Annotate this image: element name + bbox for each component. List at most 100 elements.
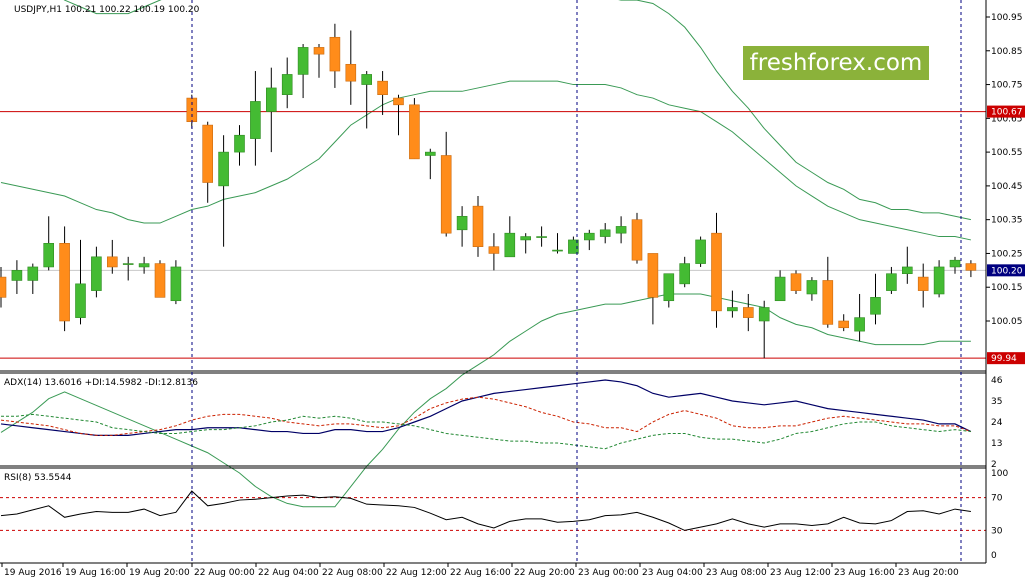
bull-candle (901, 266, 913, 275)
bollinger-middle-line (0, 80, 972, 241)
price-tick-label: 100.75 (991, 81, 1023, 91)
time-tick-label: 19 Aug 20:00 (129, 568, 190, 578)
time-tick-label: 22 Aug 16:00 (450, 568, 511, 578)
resistance-price-tag-bg (987, 105, 1025, 118)
bull-candle (27, 266, 39, 281)
time-tick-label: 23 Aug 20:00 (898, 568, 959, 578)
bear-candle (631, 219, 643, 261)
bear-candle (313, 47, 325, 55)
bear-candle (790, 273, 802, 291)
adx-header: ADX(14) 13.6016 +DI:14.5982 -DI:12.8136 (4, 378, 198, 388)
bear-candle (711, 232, 722, 312)
bull-candle (520, 236, 532, 241)
rsi-tick-label: 70 (991, 494, 1003, 504)
bull-candle (615, 226, 627, 234)
resistance-price-tag: 100.67 (991, 108, 1023, 118)
rsi-panel (0, 490, 986, 531)
price-panel (0, 0, 986, 508)
bull-candle (11, 270, 23, 281)
bull-candle (456, 215, 468, 231)
support-price-tag: 99.94 (991, 354, 1017, 364)
bull-candle (218, 151, 229, 187)
price-tick-label: 100.95 (991, 13, 1023, 23)
price-tick-label: 100.25 (991, 249, 1023, 259)
bull-candle (758, 307, 770, 322)
price-tick-label: 100.65 (991, 114, 1023, 124)
bear-candle (377, 80, 388, 95)
bear-candle (647, 253, 659, 298)
bear-candle (488, 246, 500, 254)
adx-tick-label: 24 (991, 418, 1003, 428)
bull-candle (504, 232, 516, 258)
bull-candle (695, 239, 706, 264)
price-tick-label: 100.55 (991, 148, 1023, 158)
adx-series-ADX (0, 379, 972, 436)
bear-candle (472, 205, 484, 247)
time-tick-label: 22 Aug 08:00 (322, 568, 383, 578)
time-tick-label: 22 Aug 12:00 (386, 568, 447, 578)
bull-candle (949, 259, 961, 268)
bear-candle (0, 276, 7, 298)
price-tick-label: 100.05 (991, 317, 1023, 327)
bull-candle (281, 74, 293, 95)
bull-candle (568, 239, 579, 254)
bollinger-lower-line (0, 293, 971, 508)
rsi-line (0, 490, 971, 531)
support-price-tag-bg (987, 352, 1025, 365)
price-tick-label: 100.85 (991, 47, 1023, 57)
bull-candle (854, 317, 865, 332)
adx-series-plusminus-DI (0, 396, 972, 436)
adx-tick-label: 46 (991, 376, 1003, 386)
bull-candle (91, 256, 102, 291)
bull-candle (170, 266, 182, 302)
adx-tick-label: 2 (991, 460, 997, 470)
bear-candle (345, 63, 357, 82)
bull-candle (234, 134, 245, 153)
bear-candle (742, 307, 754, 318)
bear-candle (59, 243, 70, 322)
time-tick-label: 23 Aug 04:00 (642, 568, 703, 578)
bull-candle (265, 87, 277, 112)
bull-candle (583, 232, 595, 241)
bull-candle (536, 236, 547, 238)
bear-candle (409, 104, 420, 160)
rsi-tick-label: 100 (991, 469, 1008, 479)
bull-candle (250, 101, 261, 139)
time-tick-label: 23 Aug 00:00 (578, 568, 639, 578)
bull-candle (122, 263, 134, 265)
bull-candle (679, 263, 691, 285)
bull-candle (774, 276, 786, 302)
adx-series-minus-DI (1, 413, 971, 450)
bull-candle (870, 297, 881, 315)
bollinger-upper-line (63, 0, 972, 221)
rsi-tick-label: 0 (991, 551, 997, 561)
bear-candle (965, 263, 977, 271)
bear-candle (329, 36, 341, 72)
rsi-header: RSI(8) 53.5544 (4, 473, 72, 483)
time-tick-label: 23 Aug 12:00 (770, 568, 831, 578)
time-tick-label: 22 Aug 20:00 (514, 568, 575, 578)
adx-tick-label: 13 (991, 439, 1002, 449)
time-tick-label: 22 Aug 04:00 (258, 568, 319, 578)
bear-candle (917, 276, 929, 291)
bull-candle (75, 283, 86, 318)
bull-candle (663, 273, 675, 302)
bear-candle (202, 124, 213, 183)
bull-candle (552, 249, 563, 252)
bear-candle (393, 97, 404, 106)
rsi-tick-label: 30 (991, 526, 1003, 536)
price-tick-label: 100.35 (991, 216, 1023, 226)
brand-watermark: freshforex.com (743, 46, 929, 80)
time-tick-label: 22 Aug 00:00 (194, 568, 255, 578)
time-tick-label: 23 Aug 08:00 (706, 568, 767, 578)
bull-candle (424, 151, 436, 156)
time-tick-label: 19 Aug 2016 (4, 568, 62, 578)
last-price-tag: 100.20 (991, 266, 1023, 276)
bull-candle (599, 229, 611, 237)
bear-candle (107, 256, 118, 268)
bull-candle (43, 243, 55, 268)
time-tick-label: 19 Aug 16:00 (65, 568, 126, 578)
bull-candle (138, 263, 150, 268)
price-tick-label: 100.15 (991, 283, 1023, 293)
